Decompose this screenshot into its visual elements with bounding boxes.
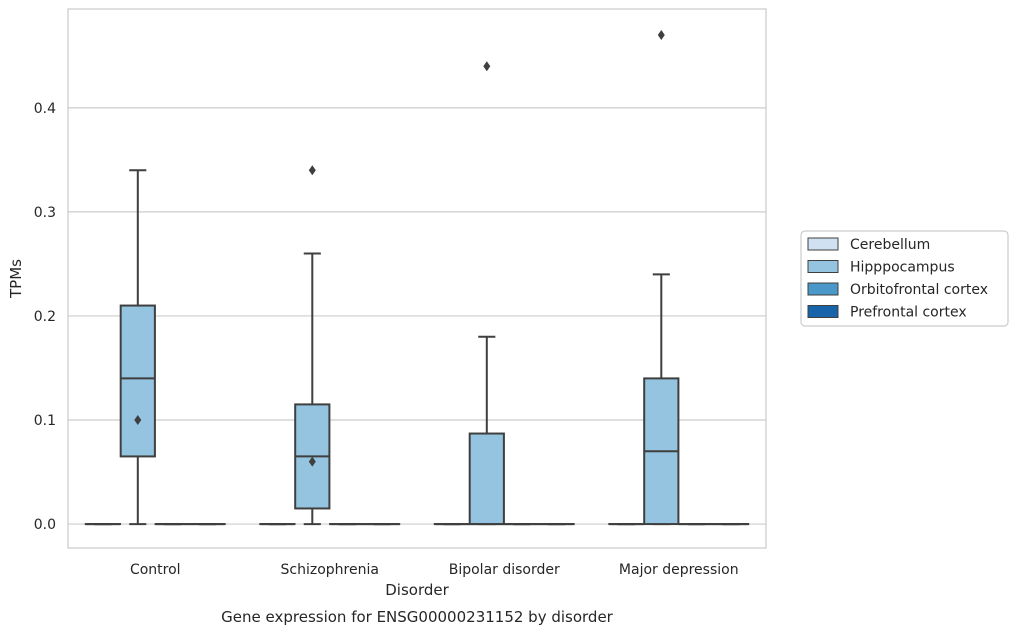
box-hipppocampus	[468, 61, 505, 526]
box-body	[119, 304, 156, 458]
legend-swatch	[807, 260, 839, 273]
x-tick-label: Major depression	[619, 562, 739, 578]
y-tick-label: 0.2	[34, 309, 56, 325]
x-axis-title: Disorder	[385, 581, 449, 599]
chart-caption: Gene expression for ENSG00000231152 by d…	[221, 608, 614, 626]
legend-label: Prefrontal cortex	[850, 305, 967, 321]
y-tick-label: 0.0	[34, 517, 56, 533]
legend-label: Orbitofrontal cortex	[850, 282, 988, 298]
y-tick-label: 0.4	[34, 101, 56, 117]
legend-label: Cerebellum	[850, 237, 930, 253]
legend-label: Hipppocampus	[850, 260, 955, 276]
y-tick-labels: 0.0 0.1 0.2 0.3 0.4	[34, 101, 56, 533]
outlier-point	[657, 30, 665, 41]
x-tick-label: Control	[130, 562, 181, 578]
y-axis-title: TPMs	[7, 259, 25, 299]
x-tick-label: Bipolar disorder	[449, 562, 560, 578]
legend-swatch	[807, 237, 839, 251]
box-hipppocampus	[119, 169, 156, 526]
legend-swatch	[807, 305, 839, 318]
x-tick-labels: Control Schizophrenia Bipolar disorder Majo…	[130, 562, 739, 578]
plot-area-frame	[67, 8, 767, 549]
box-hipppocampus	[643, 30, 680, 526]
y-tick-label: 0.1	[34, 413, 56, 429]
outlier-point	[134, 415, 142, 426]
x-tick-label: Schizophrenia	[281, 562, 379, 578]
legend-swatch	[807, 282, 839, 296]
outlier-point	[483, 61, 491, 72]
box-body	[468, 432, 505, 526]
y-tick-label: 0.3	[34, 205, 56, 221]
box-layer	[84, 30, 750, 526]
legend: Cerebellum Hipppocampus Orbitofrontal cort…	[800, 230, 1009, 327]
outlier-point	[308, 165, 316, 176]
outlier-point	[308, 456, 316, 467]
box-hipppocampus	[294, 165, 331, 526]
legend-frame	[800, 230, 1009, 327]
